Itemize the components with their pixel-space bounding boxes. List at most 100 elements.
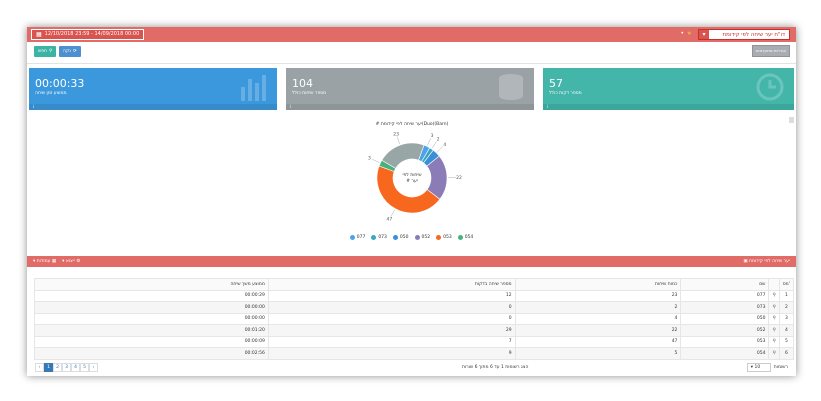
data-label: 23	[393, 131, 399, 137]
pagination: › 1 2 3 4 5 ‹	[35, 363, 98, 372]
legend-item[interactable]: 052	[414, 235, 431, 240]
columns-button[interactable]: ▾ עמודות ▦	[33, 259, 57, 264]
page-button[interactable]: 3	[62, 363, 71, 372]
report-select[interactable]: ▾ דו"ח יער שיחה לפי קידומת	[698, 29, 790, 40]
page-size-control: ▾ 10 רשומות	[746, 363, 788, 372]
export-label: ייצוא	[65, 259, 75, 264]
zoom-icon[interactable]: ⚲	[768, 324, 780, 337]
cell-name: 053	[680, 335, 770, 348]
page-button[interactable]: ›	[35, 363, 44, 372]
data-label: 3	[368, 155, 371, 161]
cell-avg-duration: 00:00:09	[34, 335, 269, 348]
panel-title-text: יער שיחה לפי קידומת	[749, 259, 790, 264]
data-label: 22	[456, 175, 462, 181]
col-minutes[interactable]: מספר שיחה בדקות	[267, 278, 516, 291]
legend-item[interactable]: 053	[436, 235, 452, 240]
data-label: 4	[443, 142, 446, 148]
cell-name: 052	[680, 324, 770, 337]
data-table: ממוצע משך שיחה מספר שיחה בדקות כמות שיחו…	[34, 278, 795, 360]
cell-name: 077	[680, 289, 770, 302]
legend-label: 073	[378, 235, 387, 240]
cell-name: 050	[680, 312, 770, 325]
cell-index: 3	[778, 312, 795, 325]
legend-label: 050	[399, 235, 409, 240]
legend-swatch	[371, 235, 377, 240]
chart-area: # יער שיחה לפי קידומת(Duo)(Barn) 3 2 4 22 47…	[27, 115, 796, 250]
card-footer[interactable]: i	[286, 104, 534, 110]
zoom-icon[interactable]: ⚲	[768, 335, 780, 348]
panel-title: ▣ יער שיחה לפי קידומת	[743, 259, 790, 264]
cell-index: 5	[778, 335, 795, 348]
legend-item[interactable]: 077	[349, 235, 366, 240]
table-row[interactable]: 00:00:00 0 2 073 ⚲ 2	[34, 301, 795, 314]
dot-icon: •	[680, 30, 684, 37]
panel-header: ▣ יער שיחה לפי קידומת ▾ עמודות ▦ ▾ ייצוא…	[27, 256, 796, 267]
zoom-icon[interactable]: ⚲	[768, 347, 780, 360]
col-name[interactable]: שם	[680, 278, 770, 291]
export-button[interactable]: ▾ ייצוא ⚙	[62, 259, 81, 264]
label-leader-line	[431, 141, 437, 149]
card-value: 00:00:33	[35, 77, 85, 90]
search-button[interactable]: חפש ⚲	[34, 46, 57, 57]
legend-item[interactable]: 050	[392, 235, 409, 240]
clear-button-label: נקה	[63, 49, 71, 54]
cell-calls: 47	[514, 335, 682, 348]
page-size-value: 10	[754, 365, 761, 370]
table-row[interactable]: 00:00:00 0 4 050 ⚲ 3	[34, 312, 795, 325]
card-footer[interactable]: i	[543, 104, 794, 110]
table-row[interactable]: 00:02:56 9 5 054 ⚲ 6	[34, 347, 795, 360]
legend-item[interactable]: 054	[457, 235, 474, 240]
page-button[interactable]: 4	[71, 363, 80, 372]
zoom-icon[interactable]: ⚲	[768, 289, 780, 302]
data-label: 47	[387, 217, 393, 223]
cell-minutes: 9	[267, 347, 516, 360]
cell-avg-duration: 00:00:00	[34, 312, 269, 325]
cell-calls: 5	[514, 347, 682, 360]
col-avg-duration[interactable]: ממוצע משך שיחה	[34, 278, 269, 291]
card-footer[interactable]: i	[29, 104, 277, 110]
legend-label: 052	[421, 235, 431, 240]
page-size-label: רשומות	[773, 365, 788, 370]
legend-label: 077	[356, 235, 366, 240]
page-button[interactable]: 5	[80, 363, 89, 372]
clear-button[interactable]: נקה ⟳	[59, 46, 81, 57]
scrollbar[interactable]	[789, 117, 794, 123]
zoom-icon[interactable]: ⚲	[768, 301, 780, 314]
advanced-settings-button[interactable]: הגדרות מתקדמות	[752, 45, 790, 57]
page-button[interactable]: ‹	[89, 363, 98, 372]
cell-minutes: 12	[267, 289, 516, 302]
cell-index: 6	[778, 347, 795, 360]
pie-slice[interactable]	[381, 142, 425, 169]
cell-avg-duration: 00:02:56	[34, 347, 269, 360]
zoom-icon[interactable]: ⚲	[768, 312, 780, 325]
cell-name: 073	[680, 301, 770, 314]
col-index[interactable]: מס'	[778, 278, 795, 291]
card-value: 57	[549, 77, 563, 90]
legend-label: 054	[464, 235, 474, 240]
pie-slice[interactable]	[376, 165, 441, 214]
page-button[interactable]: 1	[44, 363, 53, 372]
cell-index: 1	[778, 289, 795, 302]
label-leader-line	[427, 138, 431, 146]
columns-label: עמודות	[36, 259, 51, 264]
cell-calls: 4	[514, 312, 682, 325]
cell-minutes: 0	[267, 312, 516, 325]
star-icon[interactable]: ★	[686, 30, 692, 37]
legend-item[interactable]: 073	[371, 235, 387, 240]
page-button[interactable]: 2	[53, 363, 62, 372]
cell-index: 2	[778, 301, 795, 314]
date-range-picker[interactable]: ▦ 12/10/2018 23:59 - 14/09/2018 00:00	[31, 29, 145, 40]
col-action	[768, 278, 780, 291]
date-range-text: 12/10/2018 23:59 - 14/09/2018 00:00	[44, 31, 140, 37]
donut-center-label: שיחות לפי	[402, 173, 421, 178]
refresh-icon: ⟳	[72, 49, 77, 54]
database-icon	[499, 74, 523, 100]
toolbar: חפש ⚲ נקה ⟳ הגדרות מתקדמות	[27, 42, 796, 64]
table-row[interactable]: 00:00:09 7 47 053 ⚲ 5	[34, 335, 795, 348]
col-calls[interactable]: כמות שיחות	[514, 278, 682, 291]
table-row[interactable]: 00:01:20 29 22 052 ⚲ 4	[34, 324, 795, 337]
table-row[interactable]: 00:00:29 12 23 077 ⚲ 1	[34, 289, 795, 302]
page-size-select[interactable]: ▾ 10	[746, 363, 771, 372]
bar-chart-icon	[241, 75, 266, 101]
